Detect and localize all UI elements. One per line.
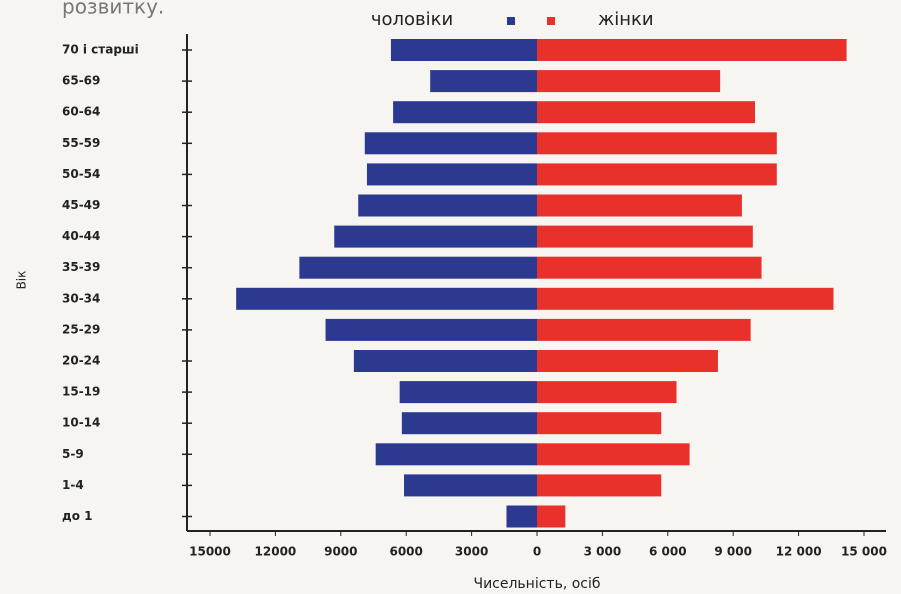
bar (537, 505, 566, 528)
bar (537, 381, 677, 404)
y-axis-label: Вік (15, 271, 29, 290)
chart-title: розвитку. (62, 0, 164, 19)
bar (375, 443, 537, 466)
x-axis-label: Чисельність, осіб (473, 576, 600, 592)
bar (537, 287, 834, 310)
bar (537, 443, 690, 466)
y-tick-label: 10-14 (62, 416, 100, 430)
bar (334, 225, 537, 248)
bar (364, 132, 537, 155)
y-tick-label: 60-64 (62, 105, 100, 119)
x-tick-label: 15000 (189, 545, 231, 559)
legend-swatch (547, 17, 555, 25)
bar (537, 101, 755, 124)
y-tick-label: 65-69 (62, 74, 100, 88)
legend-label: жінки (598, 9, 654, 30)
y-tick-label: 50-54 (62, 167, 100, 181)
bar (537, 194, 742, 217)
bar (506, 505, 537, 528)
legend-label: чоловіки (371, 9, 453, 30)
x-tick-label: 0 (533, 545, 541, 559)
x-tick-label: 3000 (455, 545, 488, 559)
bar (390, 39, 537, 61)
bar (401, 412, 537, 435)
y-tick-label: 5-9 (62, 447, 84, 461)
bar (366, 163, 537, 186)
x-tick-label: 9 000 (714, 545, 752, 559)
y-tick-label: 70 і старші (62, 43, 139, 57)
y-tick-label: до 1 (62, 509, 92, 523)
y-tick-label: 35-39 (62, 260, 100, 274)
legend-swatch (507, 17, 515, 25)
x-tick-label: 3 000 (584, 545, 622, 559)
y-tick-label: 55-59 (62, 136, 100, 150)
bar (537, 163, 777, 186)
bar (358, 194, 537, 217)
bar (537, 132, 777, 155)
y-tick-label: 25-29 (62, 322, 100, 336)
bar (236, 287, 537, 310)
y-tick-label: 20-24 (62, 354, 100, 368)
x-tick-label: 6 000 (649, 545, 687, 559)
y-tick-label: 45-49 (62, 198, 100, 212)
bar (537, 39, 847, 61)
bar (399, 381, 537, 404)
y-tick-label: 15-19 (62, 385, 100, 399)
y-tick-label: 1-4 (62, 478, 84, 492)
bar (537, 70, 721, 93)
bar (353, 350, 537, 372)
bar (299, 256, 537, 279)
bar (537, 256, 762, 279)
bar (430, 70, 537, 93)
bar (537, 412, 662, 435)
bar (393, 101, 537, 124)
x-tick-label: 12000 (255, 545, 297, 559)
bar (537, 474, 662, 497)
bar (537, 318, 751, 341)
y-tick-label: 30-34 (62, 291, 100, 305)
bar (325, 318, 537, 341)
x-tick-label: 6000 (389, 545, 422, 559)
x-tick-label: 12 000 (776, 545, 822, 559)
x-tick-label: 15 000 (841, 545, 887, 559)
y-tick-label: 40-44 (62, 229, 100, 243)
bar (404, 474, 537, 497)
bar (537, 350, 718, 372)
x-tick-label: 9000 (324, 545, 357, 559)
bar (537, 225, 753, 248)
